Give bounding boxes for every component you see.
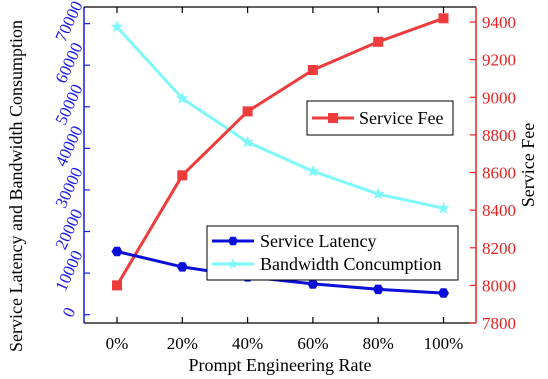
- legend-label-bandwidth: Bandwidth Concumption: [260, 254, 442, 274]
- data-point-bandwidth-concumption: [306, 164, 320, 177]
- data-point-service-latency: [111, 246, 123, 257]
- data-point-service-fee: [242, 106, 253, 117]
- data-point-service-fee: [112, 280, 122, 291]
- star-marker-icon: [227, 258, 239, 269]
- x-tick-label: 40%: [232, 334, 263, 353]
- data-point-service-fee: [438, 13, 449, 24]
- series-line-service-fee: [115, 16, 445, 287]
- x-axis-title: Prompt Engineering Rate: [189, 355, 372, 375]
- data-point-bandwidth-concumption: [437, 201, 450, 214]
- legend-box: [206, 225, 459, 281]
- right-tick-label: 8000: [482, 276, 516, 295]
- legend-label-service-latency: Service Latency: [260, 231, 376, 251]
- data-point-service-latency: [372, 284, 384, 295]
- data-point-service-fee: [373, 36, 384, 47]
- left-tick-label: 70000: [51, 0, 86, 45]
- x-tick-label: 0%: [106, 334, 129, 353]
- right-tick-label: 9000: [482, 88, 516, 107]
- x-tick-label: 20%: [167, 334, 198, 353]
- right-tick-label: 9200: [482, 51, 516, 70]
- x-axis-ticks: 0% 20% 40% 60% 80% 100%: [106, 7, 464, 353]
- left-tick-label: 10000: [51, 248, 86, 295]
- left-tick-label: 40000: [51, 123, 86, 170]
- left-axis-title: Service Latency and Bandwidth Consumptio…: [6, 20, 26, 352]
- legend-label-service-fee: Service Fee: [359, 108, 443, 128]
- data-point-bandwidth-concumption: [176, 92, 189, 104]
- square-marker-icon: [328, 113, 338, 123]
- x-tick-label: 80%: [363, 334, 394, 353]
- right-tick-label: 8400: [482, 201, 516, 220]
- left-tick-label: 60000: [51, 40, 86, 87]
- hexagon-marker-icon: [228, 236, 238, 246]
- legend-left-series: Service Latency Bandwidth Concumption: [206, 225, 459, 281]
- data-point-bandwidth-concumption: [110, 20, 124, 33]
- data-point-service-latency: [176, 262, 188, 272]
- left-tick-label: 50000: [51, 81, 86, 128]
- series-layer: [110, 13, 450, 298]
- data-point-bandwidth-concumption: [241, 135, 254, 148]
- right-axis-title: Service Fee: [518, 123, 538, 207]
- right-tick-label: 9400: [482, 13, 516, 32]
- left-tick-label: 30000: [51, 164, 86, 211]
- legend-service-fee: Service Fee: [306, 100, 454, 136]
- data-point-service-fee: [307, 65, 318, 76]
- left-tick-label: 20000: [51, 206, 86, 253]
- right-tick-label: 8600: [482, 164, 516, 183]
- left-tick-label: 0: [59, 304, 80, 320]
- right-tick-label: 8200: [482, 239, 516, 258]
- data-point-bandwidth-concumption: [372, 187, 385, 200]
- data-point-service-latency: [307, 279, 319, 289]
- data-point-service-fee: [177, 170, 188, 181]
- right-tick-label: 7800: [482, 314, 516, 333]
- right-axis-ticks: 7800 8000 8200 8400 8600 8800 9000 9200 9400: [470, 13, 516, 333]
- data-point-service-latency: [438, 288, 449, 298]
- right-tick-label: 8800: [482, 126, 516, 145]
- x-tick-label: 60%: [297, 334, 328, 353]
- x-tick-label: 100%: [424, 334, 464, 353]
- series-line-bandwidth-concumption: [115, 25, 444, 210]
